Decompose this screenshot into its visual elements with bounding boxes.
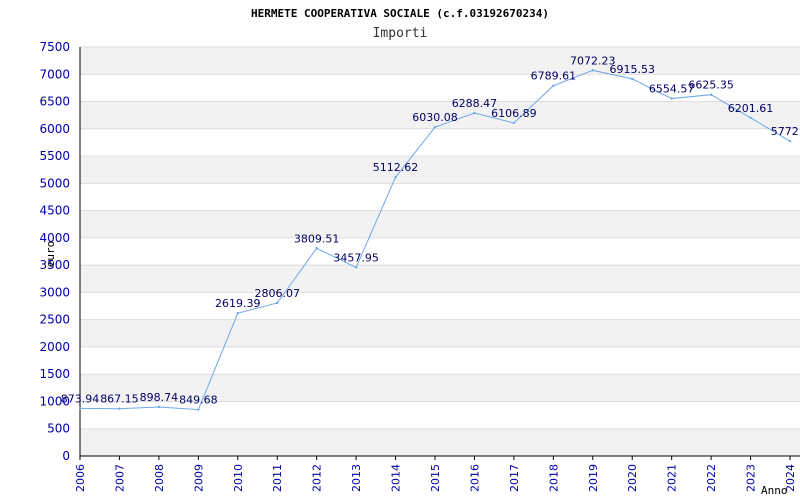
background-band bbox=[80, 210, 800, 238]
data-label: 2619.39 bbox=[215, 297, 261, 310]
data-label: 6106.89 bbox=[491, 107, 537, 120]
data-point bbox=[276, 301, 279, 305]
data-point bbox=[709, 93, 713, 96]
chart-subtitle: Importi bbox=[373, 26, 428, 41]
data-point bbox=[512, 121, 516, 125]
y-tick-label: 1000 bbox=[39, 394, 70, 408]
y-axis-ticks: 0 500 1000 1500 2000 2500 3000 3500 4000 4500 5000… bbox=[39, 40, 70, 463]
background-band bbox=[80, 428, 800, 456]
y-axis-label: euro bbox=[44, 241, 57, 268]
data-point bbox=[473, 111, 476, 115]
x-tick-label: 2020 bbox=[626, 464, 639, 492]
y-tick-label: 6000 bbox=[39, 122, 70, 136]
x-tick-label: 2014 bbox=[390, 464, 403, 492]
y-tick-label: 4000 bbox=[39, 231, 70, 245]
data-point bbox=[394, 175, 397, 179]
axes bbox=[79, 47, 800, 457]
data-point bbox=[631, 77, 634, 81]
x-tick-label: 2012 bbox=[311, 464, 324, 492]
data-series bbox=[78, 69, 792, 411]
background-band bbox=[80, 374, 800, 402]
data-point bbox=[78, 407, 82, 410]
y-tick-label: 6500 bbox=[39, 95, 70, 109]
x-tick-label: 2019 bbox=[587, 464, 600, 492]
data-label: 2806.07 bbox=[254, 287, 300, 300]
data-label: 6625.35 bbox=[688, 79, 734, 92]
data-label: 3457.95 bbox=[333, 251, 379, 264]
data-point bbox=[670, 97, 673, 100]
y-tick-label: 7000 bbox=[39, 67, 70, 81]
y-tick-label: 2500 bbox=[39, 313, 70, 327]
data-point bbox=[552, 84, 555, 87]
data-label: 849.68 bbox=[179, 394, 218, 407]
background-bands bbox=[80, 47, 800, 456]
data-point bbox=[197, 408, 200, 411]
data-point bbox=[118, 407, 121, 410]
data-label: 6201.61 bbox=[728, 102, 774, 115]
x-tick-label: 2017 bbox=[508, 464, 521, 492]
x-tick-label: 2010 bbox=[232, 464, 245, 492]
background-band bbox=[80, 265, 800, 293]
x-tick-label: 2008 bbox=[153, 464, 166, 492]
y-tick-label: 5500 bbox=[39, 149, 70, 163]
x-tick-label: 2006 bbox=[74, 464, 87, 492]
x-tick-label: 2018 bbox=[547, 464, 560, 492]
data-label: 6789.61 bbox=[531, 70, 577, 83]
x-tick-label: 2013 bbox=[350, 464, 363, 492]
data-label: 898.74 bbox=[140, 391, 179, 404]
data-label: 7072.23 bbox=[570, 54, 616, 67]
data-point bbox=[591, 69, 594, 72]
data-label: 873.94 bbox=[61, 392, 100, 405]
x-tick-label: 2016 bbox=[468, 464, 481, 492]
y-tick-label: 5000 bbox=[39, 176, 70, 190]
background-band bbox=[80, 319, 800, 347]
y-tick-label: 500 bbox=[47, 422, 70, 436]
data-label: 6915.53 bbox=[609, 63, 655, 76]
x-tick-label: 2022 bbox=[705, 464, 718, 492]
x-axis-label: Anno bbox=[761, 484, 788, 497]
x-tick-label: 2007 bbox=[113, 464, 126, 492]
x-tick-label: 2011 bbox=[271, 464, 284, 492]
data-point bbox=[354, 266, 358, 269]
x-axis-ticks: 2006 2007 2008 2009 2010 2011 2012 2013 2014 2015… bbox=[74, 456, 797, 492]
y-tick-label: 3500 bbox=[39, 258, 70, 272]
data-label: 6554.57 bbox=[649, 83, 695, 96]
chart-title: HERMETE COOPERATIVA SOCIALE (c.f.0319267… bbox=[251, 7, 549, 20]
y-tick-label: 1500 bbox=[39, 367, 70, 381]
background-band bbox=[80, 101, 800, 129]
data-point bbox=[749, 116, 752, 120]
data-label: 6030.08 bbox=[412, 111, 458, 124]
background-band bbox=[80, 47, 800, 75]
data-label: 6288.47 bbox=[452, 97, 498, 110]
data-label: 3809.51 bbox=[294, 232, 340, 245]
x-tick-label: 2009 bbox=[192, 464, 205, 492]
y-tick-label: 4500 bbox=[39, 204, 70, 218]
data-label: 5772.6 bbox=[771, 125, 800, 138]
x-tick-label: 2023 bbox=[745, 464, 758, 492]
data-label: 867.15 bbox=[100, 393, 139, 406]
y-tick-label: 2000 bbox=[39, 340, 70, 354]
background-band bbox=[80, 156, 800, 184]
data-point bbox=[788, 140, 792, 143]
y-tick-label: 3000 bbox=[39, 285, 70, 299]
data-point bbox=[315, 247, 318, 250]
data-point bbox=[236, 311, 239, 315]
x-tick-label: 2024 bbox=[784, 464, 797, 492]
y-tick-label: 7500 bbox=[39, 40, 70, 54]
data-point bbox=[157, 405, 161, 409]
y-tick-label: 0 bbox=[62, 449, 70, 463]
x-tick-label: 2015 bbox=[429, 464, 442, 492]
x-tick-label: 2021 bbox=[666, 464, 679, 492]
data-point bbox=[433, 125, 437, 129]
data-label: 5112.62 bbox=[373, 161, 419, 174]
